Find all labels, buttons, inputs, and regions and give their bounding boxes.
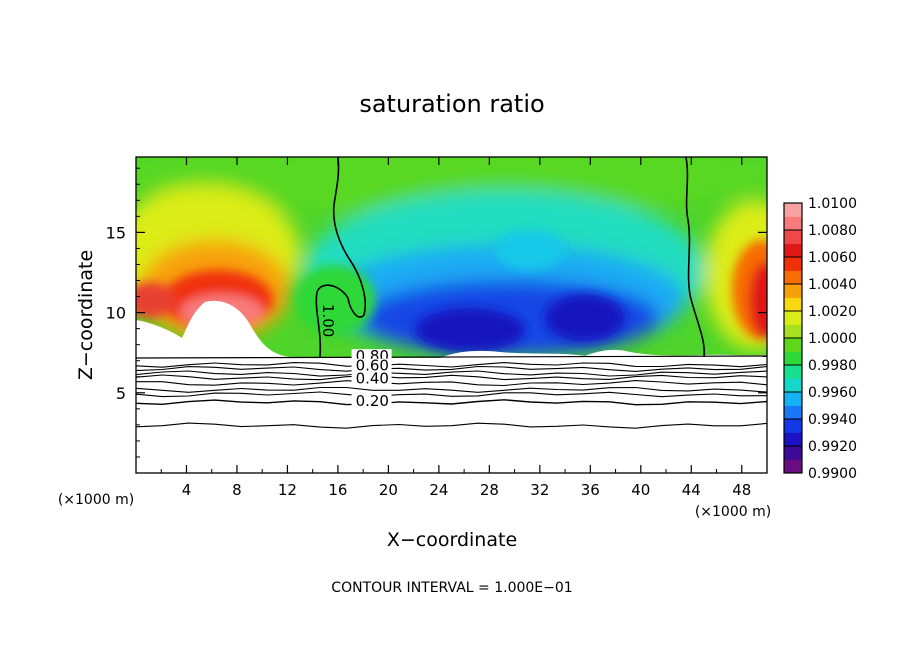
contour-line-0.60 — [136, 374, 767, 381]
colorbar-swatch — [784, 324, 802, 339]
colorbar-swatch — [784, 338, 802, 352]
colorbar-swatch — [784, 297, 802, 312]
field-deep-blue-core-1 — [415, 308, 525, 352]
contour-1.00-right — [685, 157, 706, 358]
colorbar-swatch — [784, 419, 802, 433]
colorbar-swatch — [784, 378, 802, 393]
colorbar-label: 0.9980 — [808, 358, 857, 374]
colorbar-swatch — [784, 446, 802, 460]
field-light-core — [495, 230, 565, 270]
x-unit-label-right: (×1000 m) — [695, 504, 771, 520]
y-tick-label: 15 — [106, 223, 126, 242]
colorbar-label: 1.0020 — [808, 304, 857, 320]
colorbar-swatch — [784, 432, 802, 447]
contour-label-bg — [351, 358, 392, 372]
contour-line-0.20 — [136, 399, 767, 406]
x-tick-label: 24 — [429, 481, 448, 499]
contour-line-0.40 — [136, 386, 767, 393]
colorbar-swatch — [784, 216, 802, 231]
x-tick-label: 32 — [530, 481, 549, 499]
contour-line-0.80 — [136, 365, 767, 372]
colorbar-swatch — [784, 351, 802, 366]
colorbar-label: 0.9960 — [808, 385, 857, 401]
colorbar-swatch — [784, 392, 802, 406]
colorbar-swatch — [784, 459, 802, 474]
y-axis-label: Z−coordinate — [75, 250, 97, 380]
contour-label: 0.20 — [356, 392, 389, 410]
colorbar-swatch — [784, 284, 802, 298]
x-tick-label: 44 — [682, 481, 701, 499]
plot-area: 1.000.800.600.400.20 — [136, 157, 767, 473]
low-level-contours — [136, 362, 767, 429]
x-tick-label: 48 — [732, 481, 751, 499]
y-tick-label: 5 — [116, 384, 126, 403]
x-tick-label: 16 — [328, 481, 347, 499]
colorbar-swatch — [784, 365, 802, 379]
colorbar-label: 1.0080 — [808, 223, 857, 239]
colorbar-label: 1.0060 — [808, 250, 857, 266]
field-mid-green — [295, 265, 375, 335]
contour-labels: 1.000.800.600.400.20 — [319, 304, 392, 410]
contour-label: 0.40 — [356, 370, 389, 388]
colorbar-label: 1.0100 — [808, 196, 857, 212]
colorbar-label: 0.9940 — [808, 412, 857, 428]
chart-title: saturation ratio — [359, 90, 544, 118]
x-tick-label: 40 — [631, 481, 650, 499]
x-tick-label: 4 — [182, 481, 192, 499]
plot-frame — [135, 156, 768, 474]
colorbar-swatch — [784, 270, 802, 285]
x-axis: 4 8 12 16 20 24 28 32 36 40 44 48 — [160, 157, 751, 499]
x-axis-label: X−coordinate — [387, 529, 517, 551]
contour-1.00-left — [315, 157, 366, 358]
colorbar: 1.0100 1.0080 1.0060 1.0040 1.0020 1.0000 0.99… — [783, 196, 857, 482]
colorbar-label: 1.0000 — [808, 331, 857, 347]
x-unit-label-left: (×1000 m) — [58, 492, 134, 508]
contour-line-0.10 — [136, 422, 767, 429]
y-axis: 5 10 15 — [106, 167, 767, 458]
colorbar-swatch — [784, 311, 802, 325]
contour-label: 1.00 — [319, 304, 337, 337]
x-tick-label: 28 — [480, 481, 499, 499]
x-tick-label: 12 — [278, 481, 297, 499]
subsaturated-region — [136, 300, 767, 473]
contour-line-0.50 — [136, 380, 767, 387]
colorbar-swatch — [784, 257, 802, 271]
colorbar-swatch — [784, 243, 802, 258]
contour-label-bg — [351, 394, 392, 408]
contour-line-0.30 — [136, 391, 767, 398]
contour-line-0.70 — [136, 370, 767, 377]
contour-label: 0.60 — [356, 357, 389, 375]
field-upper-green — [136, 157, 767, 215]
colorbar-swatch — [784, 405, 802, 420]
colorbar-label: 0.9900 — [808, 466, 857, 482]
field-left-edge-red — [136, 282, 175, 318]
x-tick-label: 20 — [379, 481, 398, 499]
y-tick-label: 10 — [106, 304, 126, 323]
colorbar-label: 1.0040 — [808, 277, 857, 293]
contour-1.00-base — [136, 355, 767, 359]
field-right-red — [749, 262, 767, 338]
contour-label-bg — [351, 371, 392, 385]
x-tick-label: 36 — [581, 481, 600, 499]
contour-line-0.90 — [136, 362, 767, 368]
colorbar-swatch — [784, 230, 802, 244]
field-deep-blue-core-2 — [545, 294, 625, 342]
contour-interval-note: CONTOUR INTERVAL = 1.000E−01 — [331, 580, 572, 596]
colorbar-label: 0.9920 — [808, 439, 857, 455]
colorbar-swatch — [784, 203, 802, 217]
x-tick-label: 8 — [232, 481, 242, 499]
